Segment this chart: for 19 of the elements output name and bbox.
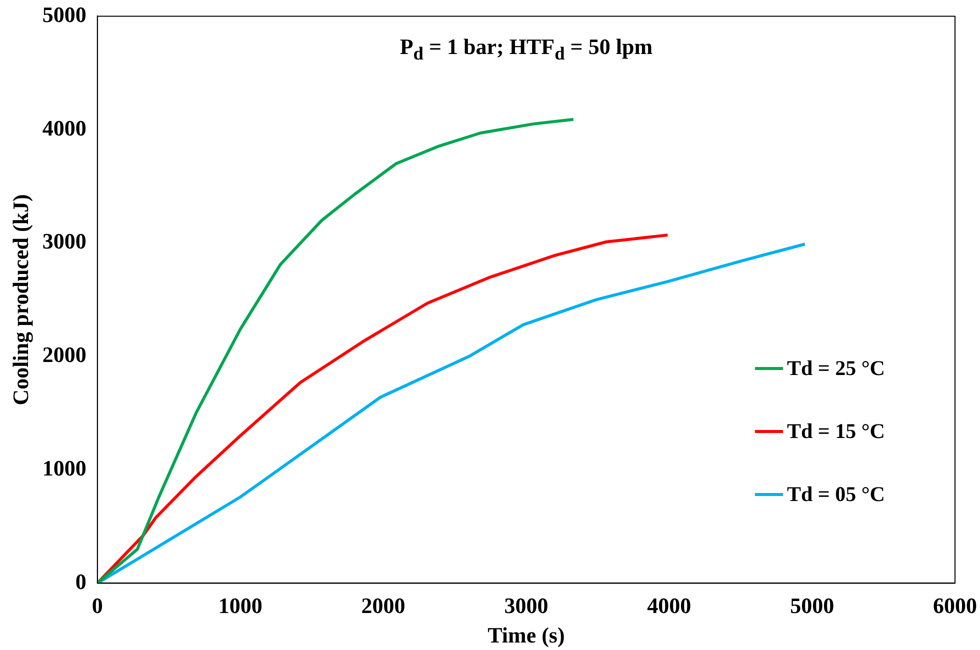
x-tick-label: 0 — [92, 593, 103, 618]
y-axis-title: Cooling produced (kJ) — [8, 194, 33, 406]
y-tick-label: 2000 — [42, 342, 86, 368]
y-tick-label: 3000 — [42, 228, 86, 254]
x-tick-label: 5000 — [790, 593, 834, 618]
y-tick-label: 1000 — [42, 455, 86, 480]
x-tick-label: 4000 — [647, 593, 692, 618]
y-tick-label: 0 — [75, 568, 86, 594]
text: P$_{d}$ = 1 bar; HTF$_{d}$ = 50 lpm — [400, 34, 653, 65]
x-axis-title: Time (s) — [488, 622, 565, 648]
y-tick-label: 4000 — [42, 115, 86, 140]
x-tick-label: 2000 — [361, 593, 406, 618]
y-tick-label: 5000 — [42, 2, 86, 27]
legend-label: Td = 05 °C — [787, 482, 885, 508]
legend-label: Td = 15 °C — [787, 419, 885, 444]
x-tick-label: 6000 — [933, 593, 977, 618]
x-tick-label: 1000 — [218, 593, 262, 618]
legend-label: Td = 25 °C — [787, 356, 885, 382]
x-tick-label: 3000 — [504, 593, 548, 618]
